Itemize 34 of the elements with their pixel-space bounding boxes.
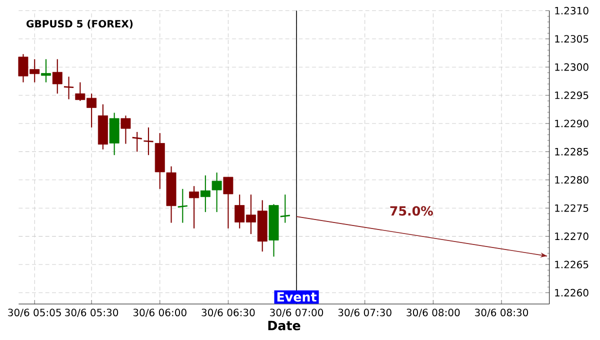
x-tick-label: 30/6 06:00 bbox=[133, 308, 186, 318]
candlestick bbox=[41, 58, 51, 83]
x-tick-label: 30/6 05:30 bbox=[65, 308, 118, 318]
y-tick-label: 1.2290 bbox=[555, 120, 588, 128]
candlestick bbox=[143, 126, 154, 156]
x-axis-title: Date bbox=[268, 320, 300, 330]
annotation: 75.0% bbox=[390, 206, 433, 216]
candlestick bbox=[120, 115, 131, 144]
y-tick-label: 1.2265 bbox=[555, 260, 588, 268]
x-tick-label: 30/6 07:30 bbox=[338, 308, 392, 318]
candlestick bbox=[63, 76, 74, 100]
candlestick bbox=[200, 174, 210, 213]
candlestick bbox=[189, 186, 200, 229]
y-tick-label: 1.2285 bbox=[555, 148, 588, 156]
x-tick-label: 30/6 05:05 bbox=[8, 308, 61, 318]
ref-line-label: Event bbox=[277, 292, 317, 302]
x-tick-label: 30/6 07:00 bbox=[270, 308, 324, 318]
y-tick-label: 1.2305 bbox=[555, 35, 588, 43]
y-tick-label: 1.2280 bbox=[555, 176, 588, 184]
candlestick bbox=[132, 131, 143, 152]
candlestick bbox=[177, 188, 188, 224]
candlestick bbox=[223, 176, 234, 229]
y-tick-label: 1.2270 bbox=[555, 232, 588, 240]
x-tick-label: 30/6 06:30 bbox=[202, 308, 255, 318]
x-tick-label: 30/6 08:30 bbox=[475, 308, 528, 318]
y-tick-label: 1.2260 bbox=[555, 288, 588, 297]
y-tick-label: 1.2310 bbox=[555, 6, 588, 14]
text: GBPUSD 5 (FOREX) bbox=[26, 20, 133, 29]
x-tick-label: 30/6 08:00 bbox=[406, 308, 460, 318]
candlestick bbox=[52, 58, 62, 94]
candlestick bbox=[212, 172, 222, 213]
y-tick-label: 1.2295 bbox=[555, 92, 588, 100]
y-tick-label: 1.2300 bbox=[555, 63, 588, 71]
y-tick-label: 1.2275 bbox=[555, 204, 588, 212]
